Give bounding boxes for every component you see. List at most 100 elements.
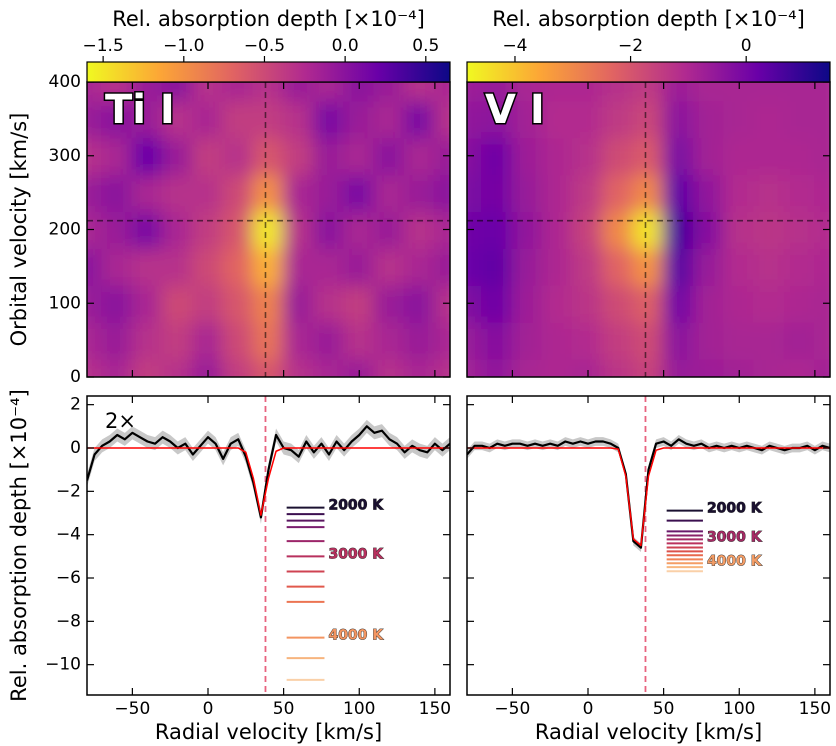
heatmap-cell <box>541 136 574 176</box>
axes-frame <box>86 395 451 696</box>
heatmap-cell <box>481 136 514 176</box>
heatmap-cell <box>571 283 605 323</box>
heatmap-cell <box>252 357 285 377</box>
heatmap-cell <box>783 246 816 286</box>
heatmap-cell <box>662 357 695 377</box>
heatmap-cell <box>511 136 544 176</box>
heatmap-cell <box>373 99 406 139</box>
heatmap <box>467 82 830 377</box>
heatmap-cell <box>467 99 484 139</box>
x-tick-label: 50 <box>273 699 295 719</box>
heatmap-cell <box>511 82 544 102</box>
heatmap-cell <box>692 246 726 286</box>
colorbar-tick-label: −1.0 <box>163 36 204 56</box>
plot-area <box>87 396 450 695</box>
heatmap-cell <box>222 246 255 286</box>
heatmap-cell <box>161 82 194 102</box>
heatmap-cell <box>131 246 164 286</box>
heatmap-cell <box>312 210 346 249</box>
heatmap-cell <box>373 82 406 102</box>
heatmap-cell <box>783 99 816 139</box>
heatmap-cell <box>433 320 450 360</box>
heatmap-cell <box>343 82 376 102</box>
heatmap-cell <box>632 136 665 176</box>
heatmap-cell <box>692 99 726 139</box>
heatmap-cell <box>753 136 786 176</box>
heatmap-cell <box>343 283 376 323</box>
heatmap-cell <box>222 136 255 176</box>
heatmap-cell <box>571 357 605 377</box>
heatmap-cell <box>632 82 665 102</box>
data-line <box>467 438 830 549</box>
heatmap-cell <box>481 173 514 213</box>
heatmap-cell <box>191 136 225 176</box>
y-tick-label: −10 <box>45 655 81 675</box>
heatmap-cells <box>87 82 450 377</box>
heatmap-cell <box>87 210 104 249</box>
heatmap-cell <box>723 82 756 102</box>
x-tick-label: 50 <box>653 699 675 719</box>
axes-frame <box>466 395 831 696</box>
heatmap-cell <box>662 99 695 139</box>
heatmap-cell <box>222 82 255 102</box>
heatmap-cell <box>161 173 194 213</box>
annotation: 2× <box>105 409 136 433</box>
heatmap-cell <box>467 357 484 377</box>
heatmap-cell <box>312 136 346 176</box>
heatmap-cell <box>723 283 756 323</box>
heatmap-cell <box>252 136 285 176</box>
heatmap-cell <box>131 82 164 102</box>
heatmap-cell <box>403 357 436 377</box>
heatmap-cell <box>541 210 574 249</box>
heatmap-cell <box>511 320 544 360</box>
y-tick-label: 400 <box>49 72 81 92</box>
heatmap-cell <box>433 210 450 249</box>
heatmap-cell <box>662 283 695 323</box>
heatmap-cell <box>373 246 406 286</box>
heatmap-cell <box>222 210 255 249</box>
heatmap-cell <box>101 82 134 102</box>
heatmap-cell <box>571 320 605 360</box>
heatmap <box>87 82 450 377</box>
data-line <box>87 447 450 516</box>
heatmap-cell <box>602 283 635 323</box>
heatmap-cell <box>511 283 544 323</box>
heatmap-cell <box>723 357 756 377</box>
heatmap-cell <box>161 320 194 360</box>
heatmap-cell <box>723 246 756 286</box>
heatmap-cell <box>191 320 225 360</box>
heatmap-cell <box>467 283 484 323</box>
panel-label: Ti I <box>105 87 175 133</box>
heatmap-cell <box>571 136 605 176</box>
heatmap-cell <box>161 357 194 377</box>
heatmap-cell <box>662 173 695 213</box>
heatmap-cell <box>813 136 830 176</box>
y-tick-label: 200 <box>49 220 81 240</box>
heatmap-cell <box>312 173 346 213</box>
heatmap-cell <box>191 173 225 213</box>
heatmap-cell <box>222 99 255 139</box>
heatmap-cell <box>403 82 436 102</box>
heatmap-cell <box>222 283 255 323</box>
y-tick-label: 300 <box>49 146 81 166</box>
heatmap-cell <box>101 99 134 139</box>
heatmap-cell <box>252 82 285 102</box>
heatmap-cell <box>222 357 255 377</box>
x-tick-label: 0 <box>203 699 214 719</box>
colorbar <box>86 61 451 83</box>
heatmap-cell <box>282 320 315 360</box>
heatmap-cell <box>692 173 726 213</box>
heatmap-cell <box>373 320 406 360</box>
heatmap-cell <box>813 210 830 249</box>
error-band <box>467 435 830 552</box>
heatmap-cell <box>511 99 544 139</box>
heatmap-cell <box>343 136 376 176</box>
heatmap-cell <box>753 320 786 360</box>
heatmap-cell <box>343 357 376 377</box>
heatmap-cells <box>467 82 830 377</box>
colorbar-label: Rel. absorption depth [×10⁻⁴] <box>112 7 425 31</box>
heatmap-cell <box>252 283 285 323</box>
heatmap-cell <box>692 210 726 249</box>
heatmap-cell <box>403 283 436 323</box>
heatmap-cell <box>723 210 756 249</box>
